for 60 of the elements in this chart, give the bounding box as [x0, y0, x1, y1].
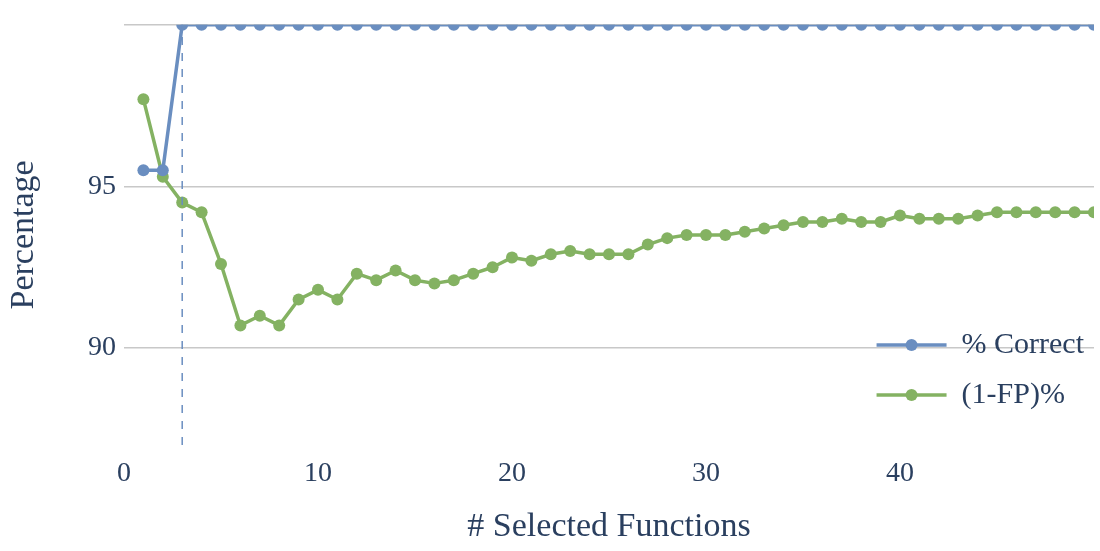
point: [700, 228, 712, 241]
y-axis-title: Percentage: [3, 160, 41, 310]
x-tick-label: 20: [498, 456, 526, 488]
y-tick-label: 90: [88, 330, 116, 362]
point: [1049, 206, 1062, 219]
point: [777, 219, 790, 232]
point: [253, 309, 266, 322]
legend-label: (1-FP)%: [961, 375, 1065, 410]
x-axis-title: # Selected Functions: [467, 505, 751, 543]
point: [215, 257, 227, 270]
point: [583, 248, 596, 261]
point: [952, 212, 965, 225]
point: [137, 93, 150, 106]
point: [874, 215, 887, 228]
x-tick-label: 30: [692, 456, 720, 488]
point: [622, 248, 635, 261]
x-tick-label: 10: [304, 456, 332, 488]
point: [486, 261, 499, 274]
point: [1010, 206, 1023, 219]
point: [641, 238, 654, 251]
x-tick-label: 0: [117, 456, 131, 488]
point: [971, 209, 984, 222]
point: [467, 267, 480, 280]
point: [292, 293, 305, 306]
x-tick-label: 40: [886, 456, 914, 488]
point: [137, 164, 150, 177]
point: [738, 225, 751, 238]
point: [603, 248, 615, 261]
point: [156, 164, 169, 177]
point: [1029, 206, 1042, 219]
point: [855, 215, 868, 228]
point: [447, 274, 460, 287]
point: [312, 283, 324, 296]
point: [758, 222, 771, 235]
legend-label: % Correct: [961, 325, 1085, 359]
point: [991, 206, 1003, 219]
point: [506, 251, 518, 264]
point: [797, 215, 809, 228]
point: [816, 215, 829, 228]
point: [525, 254, 538, 267]
point: [1068, 206, 1081, 219]
point: [913, 212, 926, 225]
point: [544, 248, 557, 261]
point: [370, 274, 383, 287]
point: [428, 277, 441, 290]
point: [409, 274, 421, 287]
point: [719, 228, 732, 241]
point: [195, 206, 208, 219]
point: [350, 267, 363, 280]
point: [331, 293, 344, 306]
point: [932, 212, 945, 225]
y-tick-label: 95: [88, 168, 116, 200]
point: [389, 264, 402, 277]
point: [273, 319, 286, 332]
point: [894, 209, 906, 222]
point: [564, 245, 577, 258]
point: [680, 228, 693, 241]
point: [234, 319, 247, 332]
point: [835, 212, 848, 225]
point: [661, 232, 674, 245]
